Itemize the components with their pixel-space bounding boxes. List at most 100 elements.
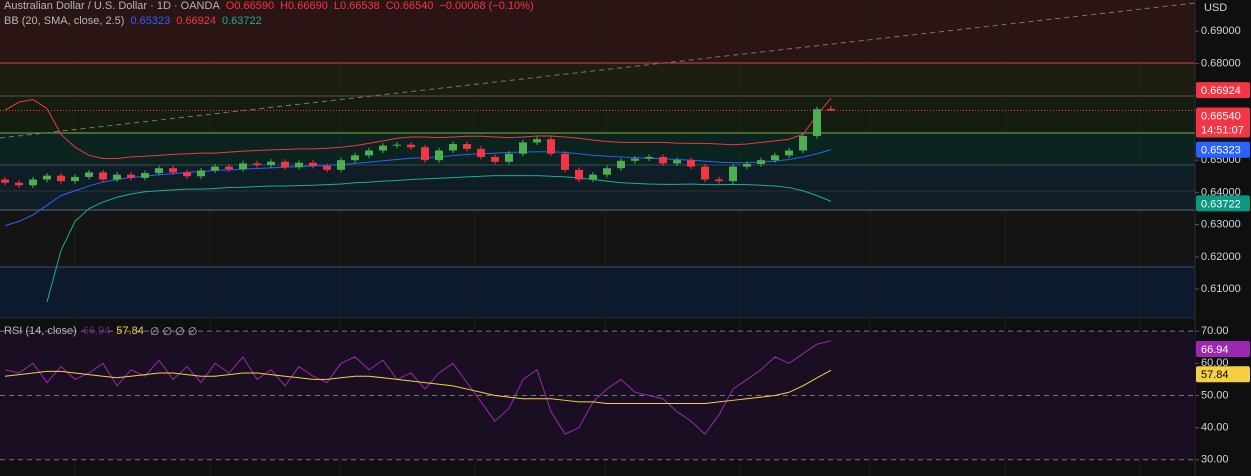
candle-body xyxy=(57,175,65,182)
candle-body xyxy=(267,161,275,165)
candle-body xyxy=(659,156,667,164)
candle-body xyxy=(323,165,331,170)
candle-body xyxy=(407,144,415,148)
y-tick-label: 0.62000 xyxy=(1201,251,1241,263)
candle-body xyxy=(785,150,793,156)
y-tick-label: 0.69000 xyxy=(1201,25,1241,37)
bb-legend: BB (20, SMA, close, 2.5) 0.65323 0.66924… xyxy=(4,15,262,27)
price-box-label: 0.65323 xyxy=(1201,145,1241,157)
candle-body xyxy=(729,166,737,182)
candle-body xyxy=(141,173,149,178)
candle-body xyxy=(757,160,765,165)
candle-body xyxy=(771,155,779,161)
price-box xyxy=(1196,195,1250,212)
rsi-legend: RSI (14, close) 66.94 57.84 ∅ ∅ ∅ ∅ xyxy=(4,325,197,338)
candle-body xyxy=(827,108,835,111)
y-tick-label: 0.68000 xyxy=(1201,57,1241,69)
candle-body xyxy=(617,160,625,169)
candle-body xyxy=(211,166,219,171)
y-tick-label: 0.61000 xyxy=(1201,283,1241,295)
candle-body xyxy=(183,172,191,177)
candle-body xyxy=(673,160,681,164)
candle-body xyxy=(743,164,751,167)
candle-body xyxy=(813,109,821,136)
candle-body xyxy=(169,168,177,173)
price-box xyxy=(1196,366,1250,383)
candle-body xyxy=(281,161,289,168)
indicator-name: BB (20, SMA, close, 2.5) xyxy=(4,15,125,27)
trend-line xyxy=(0,2,1196,139)
candle-body xyxy=(15,182,23,186)
candle-body xyxy=(365,150,373,156)
candle-body xyxy=(533,139,541,143)
y-tick-label: 0.63000 xyxy=(1201,219,1241,231)
candle-body xyxy=(463,144,471,149)
price-box xyxy=(1196,341,1250,358)
candle-body xyxy=(547,139,555,154)
candle-body xyxy=(379,145,387,151)
candle-body xyxy=(687,160,695,167)
candle-body xyxy=(449,144,457,151)
candle-body xyxy=(589,174,597,180)
symbol-title: Australian Dollar / U.S. Dollar · 1D · O… xyxy=(4,0,220,12)
candle-body xyxy=(477,148,485,157)
zone xyxy=(0,133,1195,165)
price-box xyxy=(1196,82,1250,99)
high-label: H0.66690 xyxy=(280,0,328,12)
zone xyxy=(0,63,1195,96)
change-label: −0.00068 (−0.10%) xyxy=(439,0,534,12)
indicator-line xyxy=(4,369,832,405)
y-tick-label: 70.00 xyxy=(1201,325,1229,337)
y-tick-label: 50.00 xyxy=(1201,389,1229,401)
candle-body xyxy=(225,166,233,170)
candle-body xyxy=(1,179,9,183)
candle-body xyxy=(519,142,527,154)
y-tick-label: 0.64000 xyxy=(1201,186,1241,198)
rsi-ma-value: 57.84 xyxy=(116,325,144,337)
zone xyxy=(0,267,1195,318)
candle-body xyxy=(505,153,513,162)
candle-body xyxy=(701,166,709,180)
price-box-label: 0.66924 xyxy=(1201,85,1241,97)
low-label: L0.66538 xyxy=(333,0,380,12)
candle-body xyxy=(99,172,107,180)
candle-body xyxy=(85,172,93,177)
bb-upper-value: 0.66924 xyxy=(176,15,216,27)
zone xyxy=(0,0,1195,63)
candle-body xyxy=(309,162,317,166)
y-tick-label: 40.00 xyxy=(1201,422,1229,434)
y-tick-label: 60.00 xyxy=(1201,357,1229,369)
candle-body xyxy=(393,144,401,146)
candle-body xyxy=(351,155,359,161)
zone xyxy=(0,96,1195,133)
zone xyxy=(0,165,1195,210)
candle-body xyxy=(113,174,121,180)
rsi-title: RSI (14, close) xyxy=(4,325,77,337)
candle-body xyxy=(645,156,653,159)
countdown-label: 14:51:07 xyxy=(1201,124,1244,136)
open-label: O0.66590 xyxy=(225,0,275,12)
candle-body xyxy=(491,156,499,162)
candle-body xyxy=(43,175,51,180)
candle-body xyxy=(575,169,583,180)
currency-label: USD xyxy=(1204,2,1227,14)
price-box-label: 0.63722 xyxy=(1201,198,1241,210)
candle-body xyxy=(715,179,723,182)
candle-body xyxy=(71,176,79,182)
candle-body xyxy=(337,160,345,170)
rsi-value: 66.94 xyxy=(82,325,111,337)
price-box xyxy=(1196,107,1250,138)
price-box-label: 0.66540 xyxy=(1201,110,1241,122)
price-axis xyxy=(1195,0,1251,476)
candle-body xyxy=(561,153,569,170)
indicator-line xyxy=(4,97,832,160)
rsi-extra: ∅ ∅ ∅ ∅ xyxy=(149,326,198,338)
close-label: C0.66540 xyxy=(385,0,434,12)
bb-middle-value: 0.65323 xyxy=(130,15,171,27)
zone xyxy=(0,210,1195,267)
candle-body xyxy=(155,168,163,174)
candle-body xyxy=(799,135,807,151)
price-box-label: 66.94 xyxy=(1201,344,1229,356)
